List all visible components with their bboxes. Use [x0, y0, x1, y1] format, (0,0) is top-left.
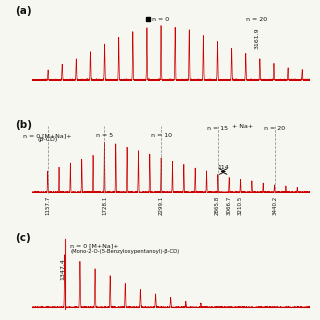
Text: 3161.9: 3161.9: [255, 27, 260, 49]
Text: n = 0: n = 0: [152, 17, 169, 22]
Text: n = 20: n = 20: [246, 17, 267, 22]
Text: (c): (c): [15, 233, 31, 244]
Text: (β-CD): (β-CD): [37, 137, 58, 142]
Text: 2865.8: 2865.8: [215, 196, 220, 215]
Text: 3440.2: 3440.2: [272, 196, 277, 215]
Text: n = 0 [M+Na]+: n = 0 [M+Na]+: [23, 133, 72, 138]
Text: (Mono-2-O-(5-Benzyloxypentanoyl)-β-CD): (Mono-2-O-(5-Benzyloxypentanoyl)-β-CD): [70, 249, 179, 254]
Text: n = 10: n = 10: [151, 133, 172, 138]
Text: (b): (b): [15, 120, 32, 130]
Text: n = 0 [M+Na]+: n = 0 [M+Na]+: [70, 244, 119, 248]
Text: 1347.4: 1347.4: [61, 258, 66, 280]
Text: n = 5: n = 5: [96, 133, 113, 138]
Text: (a): (a): [15, 6, 32, 16]
Text: 1728.1: 1728.1: [102, 196, 107, 215]
Text: n = 20: n = 20: [264, 126, 285, 131]
Text: 3210.5: 3210.5: [238, 196, 243, 215]
Text: + Na+: + Na+: [232, 124, 253, 130]
Text: 1157.7: 1157.7: [45, 196, 50, 215]
Text: n = 15: n = 15: [207, 126, 228, 131]
Text: 2299.1: 2299.1: [159, 196, 164, 215]
Text: 114: 114: [217, 164, 229, 170]
Text: 3066.7: 3066.7: [226, 196, 231, 215]
